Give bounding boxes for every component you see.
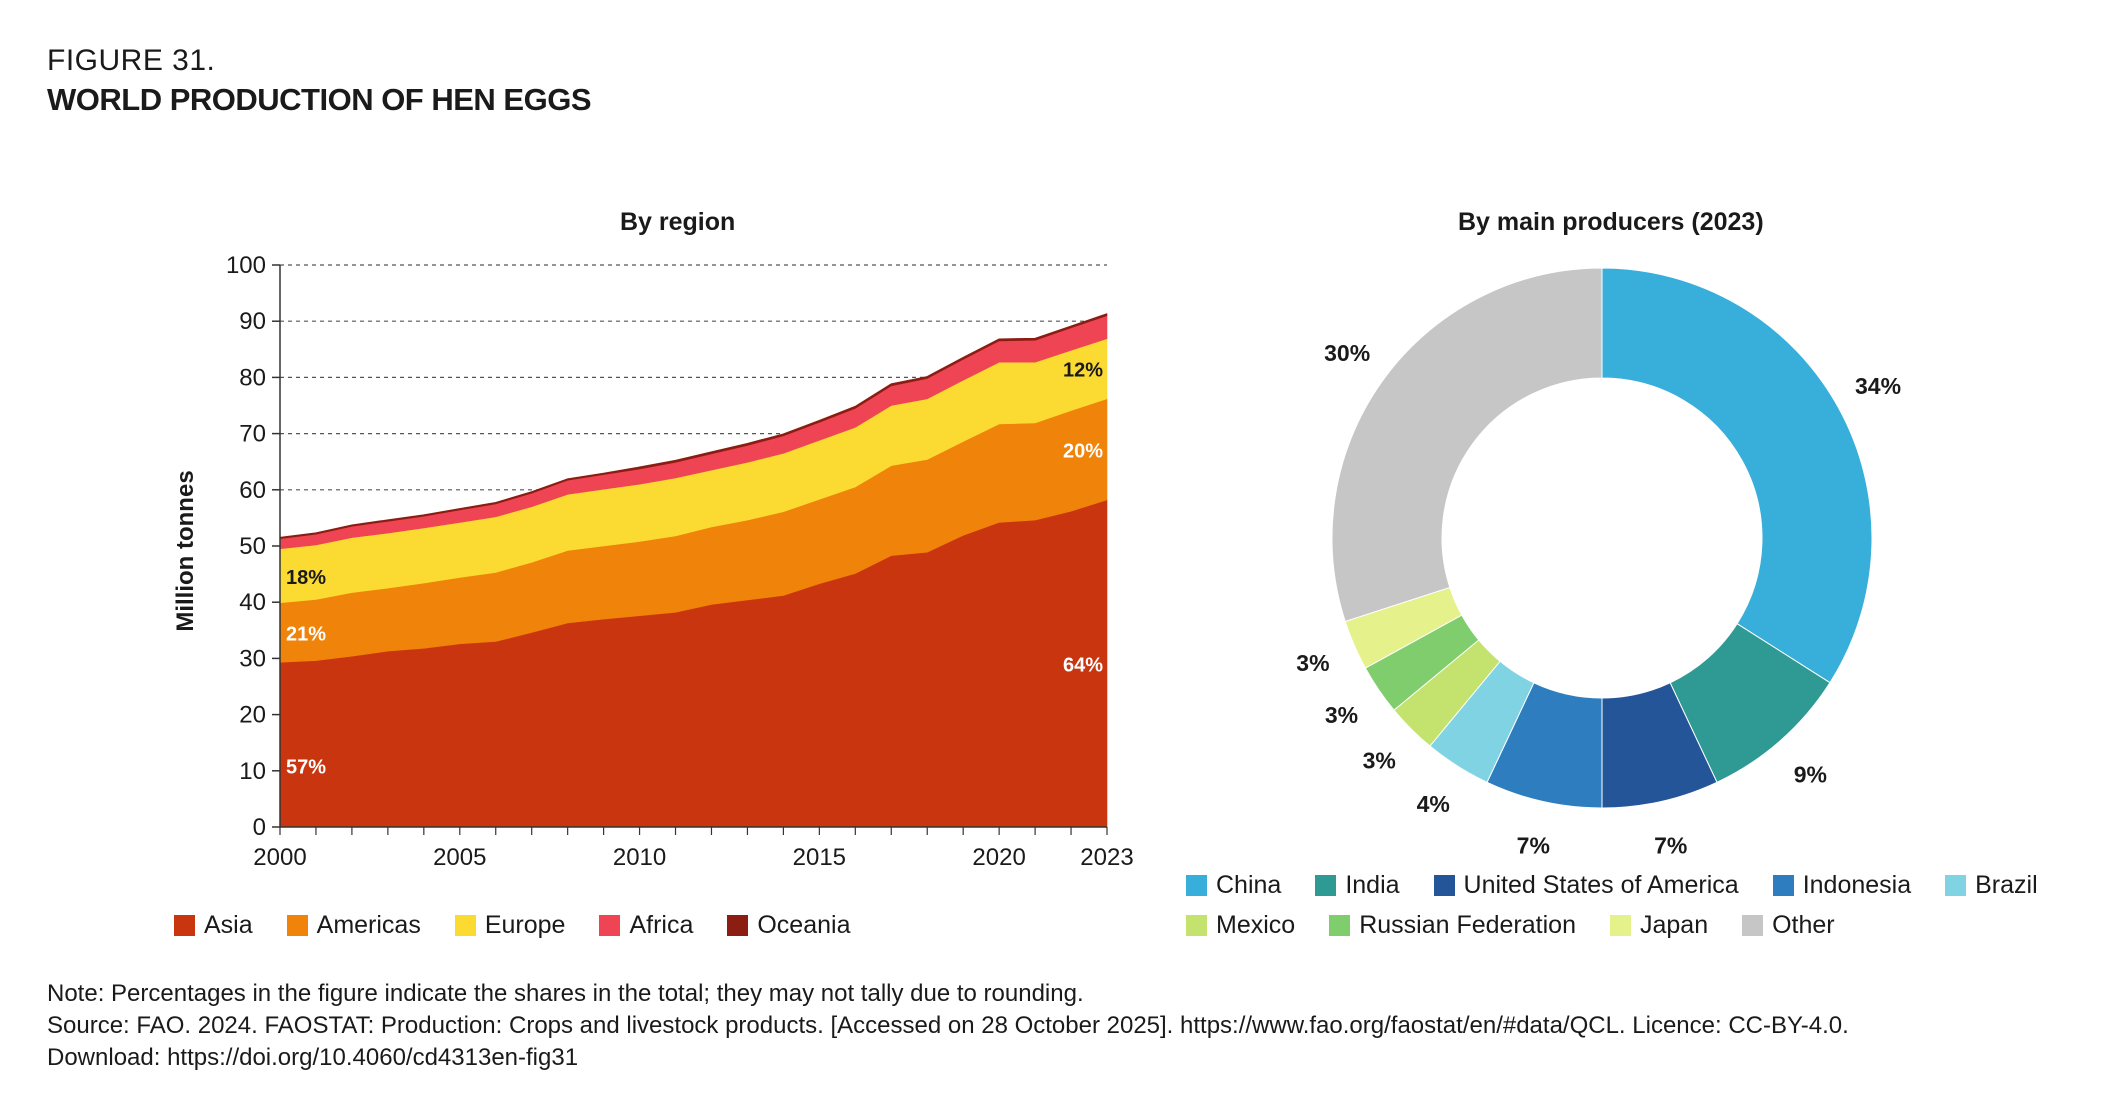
legend-swatch [286, 915, 308, 936]
area-chart-title: By region [620, 208, 736, 236]
slice-china [1601, 267, 1873, 684]
legend-label: Asia [204, 911, 253, 939]
legend-swatch [1433, 875, 1455, 896]
slice-label: 7% [1517, 832, 1550, 858]
legend-swatch [1742, 915, 1764, 936]
slice-label: 4% [1417, 791, 1450, 817]
slice-label: 7% [1654, 832, 1687, 858]
legend-label: Mexico [1216, 911, 1296, 939]
legend-swatch [727, 915, 749, 936]
legend-item-oceania: Oceania [727, 911, 850, 940]
source-text: Source: FAO. 2024. FAOSTAT: Production: … [47, 1012, 1849, 1039]
legend-item-americas: Americas [286, 911, 421, 940]
x-tick-label: 2010 [613, 844, 666, 871]
share-label: 57% [286, 756, 326, 778]
legend-label: Oceania [757, 911, 851, 939]
share-label: 12% [1063, 360, 1103, 382]
area-legend: Asia Americas Europe Africa Oceania [174, 911, 884, 940]
legend-item-other: Other [1742, 911, 1835, 940]
legend-swatch [1329, 915, 1351, 936]
note-text: Note: Percentages in the figure indicate… [47, 980, 1084, 1007]
legend-item-india: India [1315, 871, 1400, 900]
y-tick-label: 70 [239, 421, 266, 448]
legend-item-brazil: Brazil [1945, 871, 2038, 900]
legend-item-united-states-of-america: United States of America [1433, 871, 1739, 900]
y-tick-label: 60 [239, 477, 266, 504]
legend-label: China [1216, 871, 1282, 899]
y-tick-label: 20 [239, 702, 266, 729]
legend-item-russian-federation: Russian Federation [1329, 911, 1576, 940]
legend-item-europe: Europe [454, 911, 566, 940]
y-tick-label: 80 [239, 364, 266, 391]
legend-label: Europe [484, 911, 566, 939]
slice-label: 30% [1324, 340, 1370, 366]
donut-legend-row-1: China India United States of America Indone… [1186, 871, 2072, 900]
donut-legend-row-2: Mexico Russian Federation Japan Other [1186, 911, 1869, 940]
slice-label: 3% [1325, 702, 1358, 728]
legend-swatch [1186, 875, 1207, 896]
legend-item-asia: Asia [174, 911, 253, 940]
legend-swatch [454, 915, 476, 936]
donut-chart: 34%9%7%7%4%3%3%3%30% [1296, 267, 1901, 858]
y-tick-label: 30 [239, 645, 266, 672]
total-outline [279, 313, 1108, 539]
legend-item-japan: Japan [1609, 911, 1709, 940]
x-tick-label: 2015 [793, 844, 846, 871]
area-chart: 0 10 20 30 40 50 60 70 80 90 100 2000 2005 2010 2015 20… [172, 252, 1134, 871]
legend-swatch [1772, 875, 1794, 896]
download-text: Download: https://doi.org/10.4060/cd4313… [47, 1044, 579, 1071]
legend-item-mexico: Mexico [1186, 911, 1295, 940]
legend-label: Japan [1639, 911, 1709, 939]
share-label: 21% [286, 624, 326, 646]
legend-swatch [1609, 915, 1631, 936]
legend-swatch [1186, 915, 1207, 936]
legend-swatch [1945, 875, 1967, 896]
notes-block: Note: Percentages in the figure indicate… [47, 978, 1849, 1074]
legend-label: Russian Federation [1359, 911, 1576, 939]
legend-label: Americas [316, 911, 421, 939]
legend-label: United States of America [1463, 871, 1739, 899]
legend-swatch [1315, 875, 1337, 896]
y-tick-label: 10 [239, 758, 266, 785]
slice-label: 3% [1363, 748, 1396, 774]
slice-other [1331, 267, 1603, 623]
y-axis-label: Million tonnes [172, 470, 199, 631]
legend-label: Indonesia [1802, 871, 1912, 899]
legend-label: India [1345, 871, 1400, 899]
y-tick-label: 0 [253, 814, 266, 841]
legend-swatch [174, 915, 195, 936]
slice-label: 3% [1296, 650, 1329, 676]
x-tick-label: 2023 [1080, 844, 1133, 871]
y-tick-label: 100 [226, 252, 266, 279]
slice-label: 34% [1855, 373, 1901, 399]
legend-item-china: China [1186, 871, 1281, 900]
share-label: 18% [286, 567, 326, 589]
x-tick-label: 2000 [253, 844, 306, 871]
legend-item-indonesia: Indonesia [1772, 871, 1912, 900]
y-tick-label: 40 [239, 589, 266, 616]
legend-label: Africa [629, 911, 694, 939]
x-tick-label: 2005 [433, 844, 486, 871]
legend-swatch [599, 915, 621, 936]
share-label: 20% [1063, 440, 1103, 462]
legend-label: Other [1772, 911, 1835, 939]
donut-chart-title: By main producers (2023) [1458, 208, 1764, 236]
legend-label: Brazil [1975, 871, 2038, 899]
figure-title: WORLD PRODUCTION OF HEN EGGS [47, 82, 592, 117]
x-tick-label: 2020 [972, 844, 1025, 871]
y-tick-label: 50 [239, 533, 266, 560]
legend-item-africa: Africa [599, 911, 693, 940]
y-tick-label: 90 [239, 308, 266, 335]
slice-label: 9% [1794, 761, 1827, 787]
share-label: 64% [1063, 654, 1103, 676]
figure-number: FIGURE 31. [47, 44, 216, 77]
